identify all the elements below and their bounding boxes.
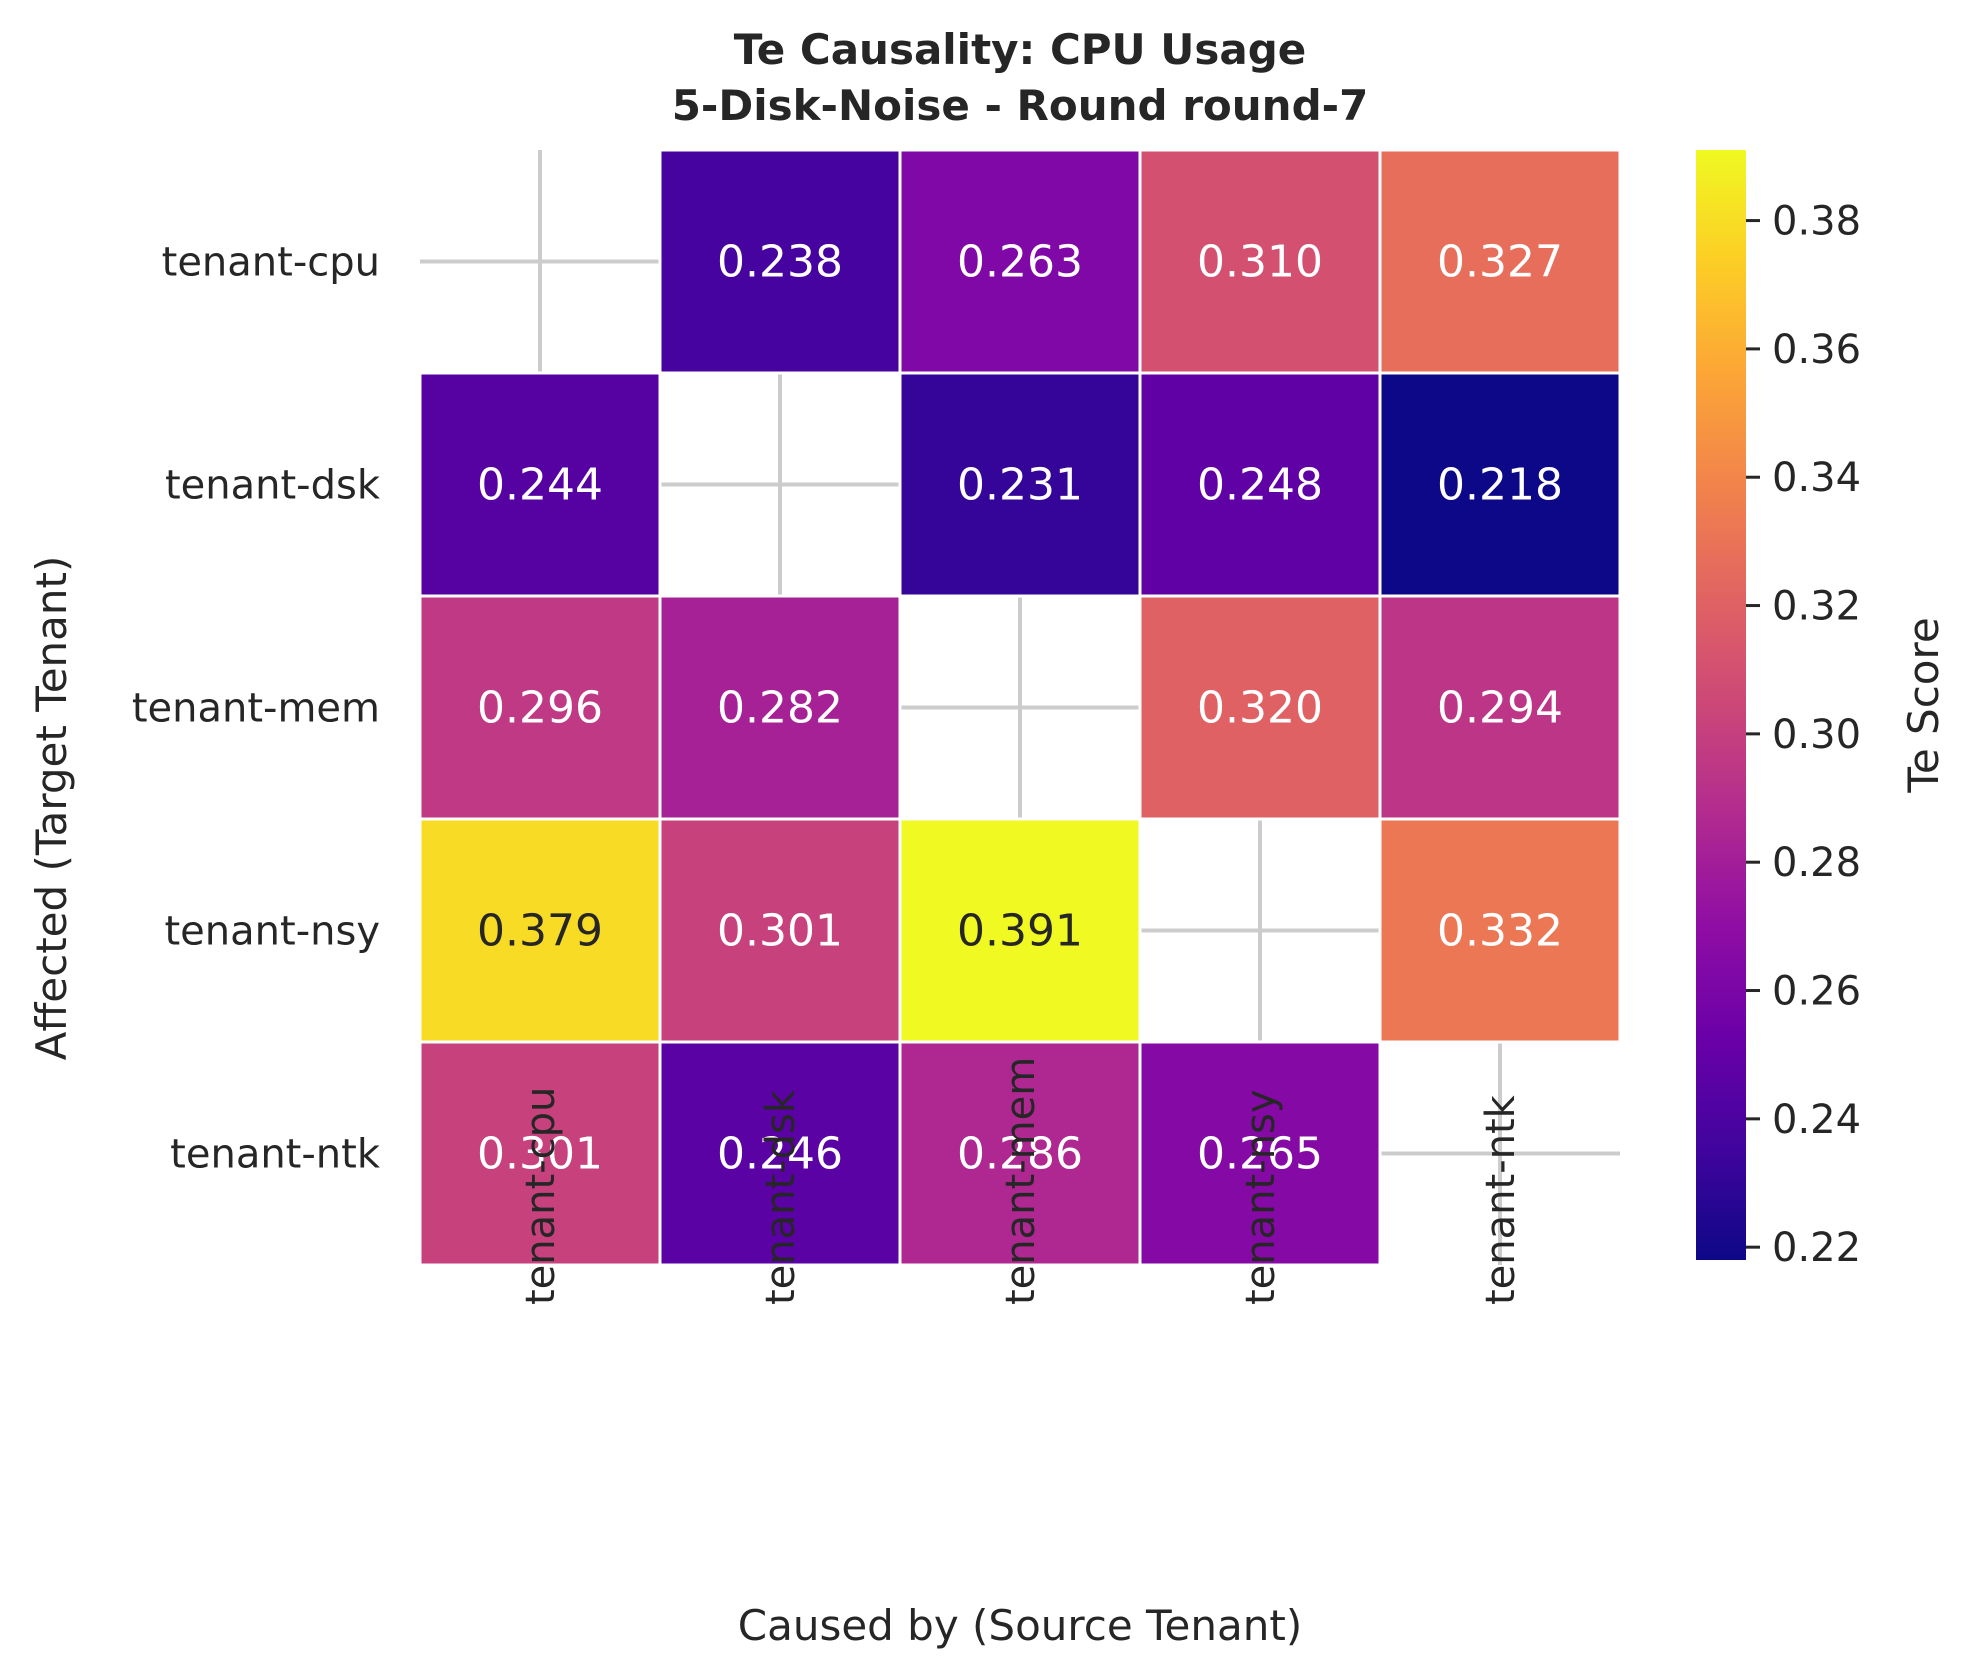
x-tick-label: tenant-ntk (1478, 1094, 1524, 1305)
heatmap-cell (418, 817, 662, 1044)
cell-value-label: 0.263 (957, 237, 1083, 288)
heatmap-cell (898, 148, 1142, 375)
cell-value-label: 0.327 (1437, 237, 1563, 288)
colorbar-ticks: 0.22 0.24 0.26 0.28 0.30 0.32 0.34 0.36 0.38 (1746, 199, 1861, 1271)
colorbar-tick-label: 0.36 (1772, 327, 1861, 373)
colorbar-tick-label: 0.34 (1772, 455, 1861, 501)
cell-labels: 0.238 0.263 0.310 0.327 0.244 0.231 0.248 0.218… (477, 237, 1563, 1180)
y-tick-label: tenant-ntk (170, 1132, 381, 1178)
y-tick-label: tenant-cpu (162, 240, 380, 286)
cell-value-label: 0.294 (1437, 683, 1563, 734)
heatmap-cell (658, 594, 902, 821)
heatmap-cell (1138, 371, 1382, 598)
colorbar-tick-label: 0.26 (1772, 969, 1861, 1015)
colorbar-tick-label: 0.24 (1772, 1097, 1861, 1143)
y-tick-label: tenant-mem (132, 686, 380, 732)
cell-value-label: 0.265 (1197, 1129, 1323, 1180)
heatmap-cell (1138, 1040, 1382, 1267)
heatmap-cell (1378, 594, 1622, 821)
cell-value-label: 0.379 (477, 906, 603, 957)
cell-value-label: 0.218 (1437, 460, 1563, 511)
cell-value-label: 0.231 (957, 460, 1083, 511)
cell-value-label: 0.301 (717, 906, 843, 957)
colorbar-tick-label: 0.32 (1772, 584, 1861, 630)
heatmap-cell (418, 594, 662, 821)
heatmap-cells (418, 148, 1622, 1267)
x-tick-label: tenant-dsk (758, 1089, 804, 1305)
heatmap-cell (1138, 594, 1382, 821)
cell-value-label: 0.320 (1197, 683, 1323, 734)
heatmap-cell (418, 371, 662, 598)
heatmap-cell (658, 817, 902, 1044)
cell-value-label: 0.282 (717, 683, 843, 734)
heatmap-cell (898, 817, 1142, 1044)
cell-value-label: 0.246 (717, 1129, 843, 1180)
cell-value-label: 0.296 (477, 683, 603, 734)
cell-value-label: 0.238 (717, 237, 843, 288)
cell-value-label: 0.391 (957, 906, 1083, 957)
x-tick-labels: tenant-cpu tenant-dsk tenant-mem tenant-nsy… (518, 1057, 1524, 1305)
y-axis-label: Affected (Target Tenant) (27, 556, 76, 1061)
colorbar-label: Te Score (1899, 617, 1948, 793)
cell-value-label: 0.286 (957, 1129, 1083, 1180)
colorbar (1696, 150, 1746, 1260)
cell-value-label: 0.310 (1197, 237, 1323, 288)
chart-subtitle: 5-Disk-Noise - Round round-7 (672, 81, 1369, 130)
chart-title: Te Causality: CPU Usage (734, 25, 1307, 74)
x-axis-label: Caused by (Source Tenant) (738, 1601, 1302, 1650)
cell-value-label: 0.248 (1197, 460, 1323, 511)
heatmap-cell (898, 1040, 1142, 1267)
y-tick-label: tenant-dsk (165, 463, 381, 509)
colorbar-tick-label: 0.38 (1772, 199, 1861, 245)
x-tick-label: tenant-cpu (518, 1087, 564, 1305)
heatmap-cell (898, 371, 1142, 598)
heatmap-cell (1378, 148, 1622, 375)
x-tick-label: tenant-nsy (1238, 1090, 1284, 1306)
x-tick-label: tenant-mem (998, 1057, 1044, 1305)
heatmap-cell (1378, 817, 1622, 1044)
heatmap-cell (658, 1040, 902, 1267)
heatmap-cell (418, 1040, 662, 1267)
colorbar-tick-label: 0.28 (1772, 840, 1861, 886)
colorbar-tick-label: 0.30 (1772, 712, 1861, 758)
cell-value-label: 0.332 (1437, 906, 1563, 957)
y-tick-labels: tenant-cpu tenant-dsk tenant-mem tenant-nsy… (132, 240, 381, 1178)
cell-value-label: 0.301 (477, 1129, 603, 1180)
cell-value-label: 0.244 (477, 460, 603, 511)
colorbar-tick-label: 0.22 (1772, 1225, 1861, 1271)
heatmap-cell (1378, 371, 1622, 598)
y-tick-label: tenant-nsy (165, 909, 381, 955)
